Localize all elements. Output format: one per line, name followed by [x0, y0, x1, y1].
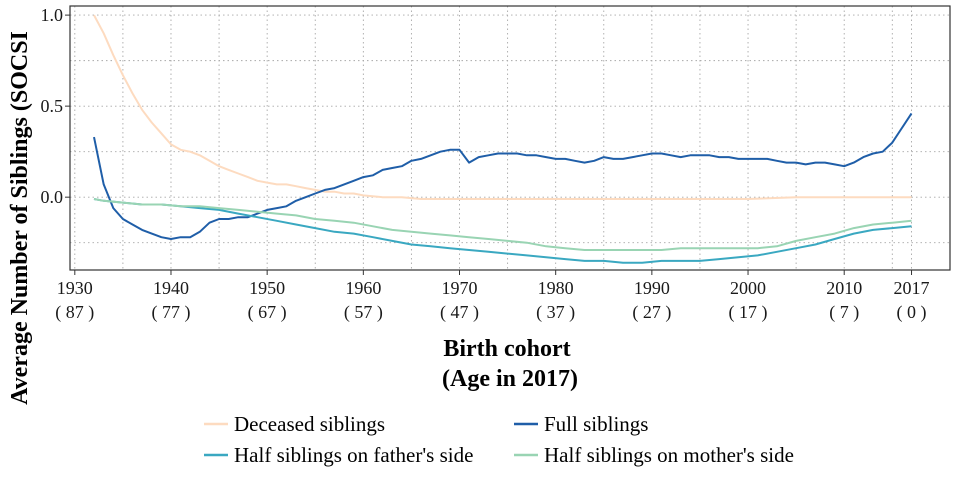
x-tick-label: 2017 [894, 278, 930, 298]
series-line-1 [93, 112, 913, 240]
y-tick-label: 1.0 [41, 5, 64, 25]
x-tick-label: 1980 [538, 278, 574, 298]
y-axis-title: Average Number of Siblings (SOCSI [7, 31, 33, 405]
x-tick-sublabel: ( 0 ) [897, 302, 927, 323]
legend-label-3: Half siblings on mother's side [544, 443, 794, 467]
x-tick-sublabel: ( 7 ) [829, 302, 859, 323]
x-tick-label: 1930 [57, 278, 93, 298]
x-axis: 1930 ( 87 ) 1940 ( 77 ) 1950 ( 67 ) 1960 ( 57 )… [55, 270, 930, 323]
x-tick-sublabel: ( 47 ) [440, 302, 479, 323]
legend: Deceased siblings Full siblings Half sibli… [204, 412, 794, 467]
x-tick-label: 1940 [153, 278, 189, 298]
legend-label-2: Half siblings on father's side [234, 443, 473, 467]
x-tick-label: 1990 [634, 278, 670, 298]
plot-frame [69, 5, 951, 271]
legend-label-1: Full siblings [544, 412, 648, 436]
series-line-2 [93, 198, 912, 264]
series-line-3 [93, 198, 912, 251]
x-tick-sublabel: ( 57 ) [344, 302, 383, 323]
x-tick-sublabel: ( 37 ) [536, 302, 575, 323]
x-tick-label: 1970 [442, 278, 478, 298]
grid [70, 6, 950, 270]
x-tick-sublabel: ( 27 ) [632, 302, 671, 323]
y-tick-label: 0.0 [41, 187, 64, 207]
series-lines [93, 14, 913, 264]
x-axis-title-line2: (Age in 2017) [442, 366, 578, 392]
series-line-0 [93, 14, 912, 200]
x-tick-sublabel: ( 77 ) [151, 302, 190, 323]
x-axis-title: Birth cohort [443, 336, 570, 362]
x-tick-sublabel: ( 17 ) [729, 302, 768, 323]
legend-label-0: Deceased siblings [234, 412, 385, 436]
x-tick-label: 1950 [249, 278, 285, 298]
y-axis: 1.0 0.5 0.0 [41, 5, 70, 207]
x-tick-sublabel: ( 67 ) [248, 302, 287, 323]
x-tick-label: 2010 [826, 278, 862, 298]
x-tick-sublabel: ( 87 ) [55, 302, 94, 323]
x-tick-label: 1960 [345, 278, 381, 298]
y-tick-label: 0.5 [41, 96, 64, 116]
x-tick-label: 2000 [730, 278, 766, 298]
